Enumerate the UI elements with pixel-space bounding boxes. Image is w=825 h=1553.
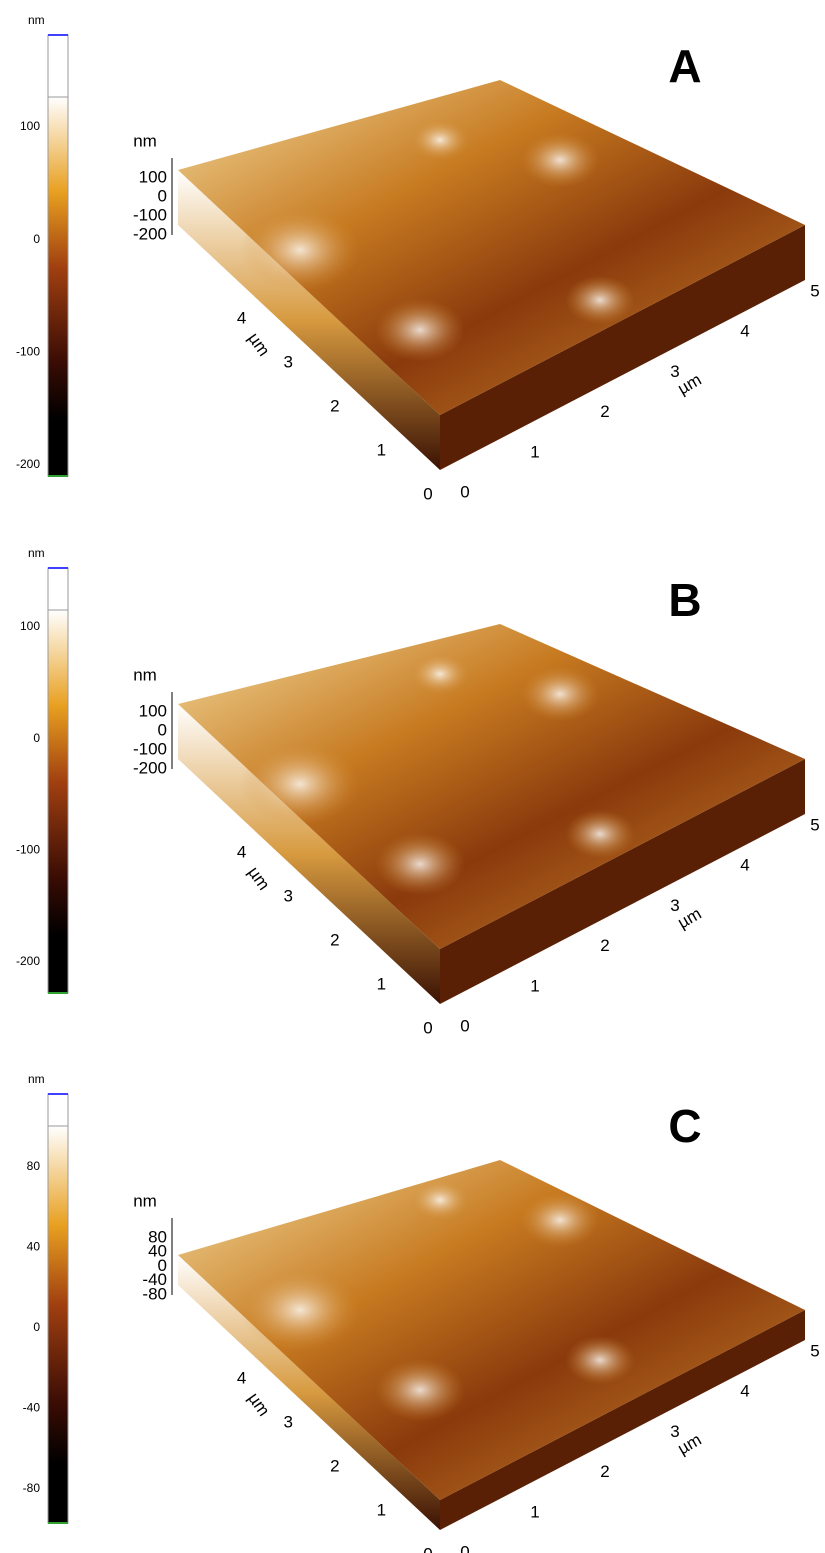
x-tick-label: 4 xyxy=(740,322,749,341)
surface-feature xyxy=(565,810,635,859)
colorbar-tick-label: 40 xyxy=(27,1240,41,1254)
z-axis-unit: nm xyxy=(133,1191,157,1210)
figure: nm1000-100-200Anm1000-100-20001234µm0123… xyxy=(0,0,825,1553)
y-tick-label: 0 xyxy=(423,1544,432,1553)
surface-feature xyxy=(565,1336,635,1385)
z-tick-label: -200 xyxy=(133,758,167,777)
colorbar-tick-label: 100 xyxy=(20,119,40,133)
z-axis-unit: nm xyxy=(133,131,157,150)
colorbar-unit: nm xyxy=(28,13,45,27)
y-tick-label: 2 xyxy=(330,930,339,949)
x-tick-label: 2 xyxy=(600,936,609,955)
colorbar-tick-label: -80 xyxy=(23,1481,41,1495)
x-tick-label: 3 xyxy=(670,896,679,915)
z-tick-label: 0 xyxy=(158,186,167,205)
colorbar-tick-label: -40 xyxy=(23,1401,41,1415)
z-tick-label: 100 xyxy=(139,701,167,720)
surface-feature xyxy=(240,1268,360,1352)
y-tick-label: 4 xyxy=(237,842,246,861)
x-tick-label: 2 xyxy=(600,1462,609,1481)
panel-label: C xyxy=(668,1100,701,1152)
surface-feature xyxy=(410,653,470,695)
colorbar xyxy=(48,610,68,993)
y-tick-label: 0 xyxy=(423,484,432,503)
x-tick-label: 2 xyxy=(600,402,609,421)
colorbar xyxy=(48,1126,68,1523)
y-tick-label: 4 xyxy=(237,308,246,327)
surface-feature xyxy=(375,833,465,896)
z-tick-label: 100 xyxy=(139,167,167,186)
colorbar-cap xyxy=(48,1094,68,1126)
y-tick-label: 3 xyxy=(283,886,292,905)
y-tick-label: 4 xyxy=(237,1368,246,1387)
x-tick-label: 0 xyxy=(460,482,469,501)
y-tick-label: 2 xyxy=(330,1456,339,1475)
colorbar-unit: nm xyxy=(28,1072,45,1086)
y-tick-label: 1 xyxy=(377,440,386,459)
colorbar-tick-label: 80 xyxy=(27,1159,41,1173)
surface-feature xyxy=(410,1179,470,1221)
z-tick-label: -200 xyxy=(133,224,167,243)
z-tick-label: -100 xyxy=(133,739,167,758)
surface-feature xyxy=(520,132,600,188)
colorbar-tick-label: 0 xyxy=(33,731,40,745)
colorbar-tick-label: 0 xyxy=(33,232,40,246)
surface-feature xyxy=(565,276,635,325)
y-tick-label: 3 xyxy=(283,1412,292,1431)
x-tick-label: 5 xyxy=(810,281,819,300)
y-tick-label: 0 xyxy=(423,1018,432,1037)
panel-label: B xyxy=(668,574,701,626)
colorbar-cap xyxy=(48,35,68,97)
y-axis-unit: µm xyxy=(244,863,273,894)
y-axis-unit: µm xyxy=(244,329,273,360)
x-tick-label: 3 xyxy=(670,1422,679,1441)
surface-feature xyxy=(410,119,470,161)
panel-label: A xyxy=(668,40,701,92)
x-tick-label: 0 xyxy=(460,1542,469,1553)
surface-feature xyxy=(375,299,465,362)
colorbar-tick-label: -200 xyxy=(16,457,40,471)
z-axis-unit: nm xyxy=(133,665,157,684)
x-tick-label: 4 xyxy=(740,1382,749,1401)
surface-feature xyxy=(240,742,360,826)
x-tick-label: 4 xyxy=(740,856,749,875)
x-tick-label: 5 xyxy=(810,1341,819,1360)
colorbar-tick-label: -100 xyxy=(16,345,40,359)
y-tick-label: 2 xyxy=(330,396,339,415)
z-tick-label: -100 xyxy=(133,205,167,224)
surface-feature xyxy=(240,208,360,292)
y-tick-label: 1 xyxy=(377,1500,386,1519)
surface-feature xyxy=(520,1192,600,1248)
colorbar-tick-label: -200 xyxy=(16,954,40,968)
z-tick-label: 0 xyxy=(158,720,167,739)
colorbar-cap xyxy=(48,568,68,610)
surface-feature xyxy=(520,666,600,722)
colorbar-unit: nm xyxy=(28,546,45,560)
x-tick-label: 1 xyxy=(530,442,539,461)
x-tick-label: 3 xyxy=(670,362,679,381)
x-tick-label: 1 xyxy=(530,976,539,995)
colorbar-tick-label: 0 xyxy=(33,1320,40,1334)
colorbar xyxy=(48,97,68,476)
surface-feature xyxy=(375,1359,465,1422)
colorbar-tick-label: -100 xyxy=(16,843,40,857)
z-tick-label: -80 xyxy=(142,1284,167,1303)
y-axis-unit: µm xyxy=(244,1389,273,1420)
y-tick-label: 3 xyxy=(283,352,292,371)
y-tick-label: 1 xyxy=(377,974,386,993)
colorbar-tick-label: 100 xyxy=(20,619,40,633)
x-tick-label: 5 xyxy=(810,815,819,834)
x-tick-label: 1 xyxy=(530,1502,539,1521)
x-tick-label: 0 xyxy=(460,1016,469,1035)
